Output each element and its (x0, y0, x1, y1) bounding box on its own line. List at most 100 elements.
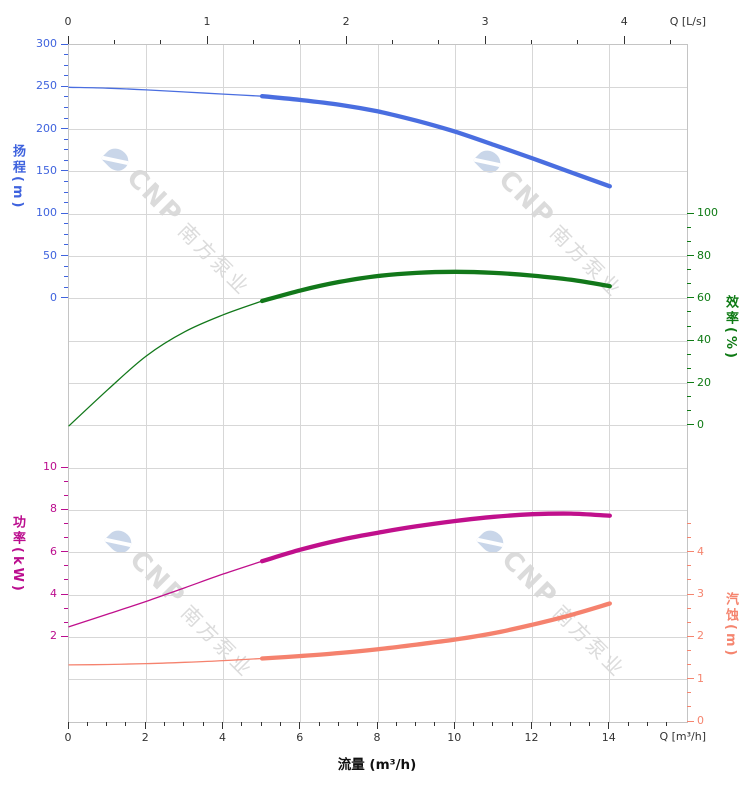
power-axis-tick-label: 2 (50, 629, 57, 643)
bottom-axis-tick (531, 722, 532, 729)
bottom-axis-tick-label: 6 (296, 731, 304, 744)
bottom-axis-minor-tick (260, 722, 262, 726)
head-axis-minor-tick (64, 159, 68, 161)
bottom-axis-minor-tick (395, 722, 397, 726)
top-axis-tick (206, 36, 208, 44)
bottom-axis-tick-label: 14 (601, 731, 616, 744)
bottom-axis-minor-tick (511, 722, 513, 726)
efficiency-axis-tick-label: 40 (697, 333, 711, 347)
power-axis-title: 功率(kW) (10, 515, 25, 594)
efficiency-axis-minor-tick (687, 283, 691, 285)
power-axis-minor-tick (64, 537, 68, 539)
gridline-horizontal (69, 213, 687, 215)
head-axis-title: 扬程(m) (10, 144, 25, 211)
bottom-axis-minor-tick (202, 722, 204, 726)
npsh-axis-tick-label: 1 (697, 671, 704, 685)
head-axis-minor-tick (64, 96, 68, 98)
efficiency-axis-tick (687, 382, 694, 383)
top-axis-minor-tick (577, 40, 579, 44)
gridline-horizontal (69, 129, 687, 131)
head-axis-minor-tick (64, 233, 68, 235)
head-axis-minor-tick (64, 117, 68, 119)
gridline-horizontal (69, 509, 687, 511)
bottom-axis-minor-tick (646, 722, 648, 726)
efficiency-axis-tick (687, 255, 694, 257)
gridline-horizontal (69, 86, 687, 88)
head-axis-minor-tick (64, 181, 68, 183)
bottom-axis-title: 流量 (m³/h) (337, 757, 417, 773)
top-axis-minor-tick (252, 40, 254, 44)
head-axis-minor-tick (64, 191, 68, 193)
bottom-axis-minor-tick (473, 722, 475, 726)
npsh-axis-minor-tick (687, 664, 691, 666)
efficiency-axis-minor-tick (687, 396, 691, 398)
bottom-axis-minor-tick (627, 722, 629, 726)
top-axis-tick (67, 36, 69, 44)
gridline-horizontal (69, 467, 687, 469)
curves-canvas (68, 86, 612, 666)
gridline-horizontal (69, 679, 687, 681)
bottom-axis-minor-tick (666, 722, 668, 726)
gridline-horizontal (69, 425, 687, 427)
bottom-axis-minor-tick (164, 722, 166, 726)
top-axis-minor-tick (530, 40, 532, 44)
power-axis-minor-tick (64, 494, 68, 496)
bottom-axis-minor-tick (183, 722, 185, 726)
top-axis-tick (484, 36, 486, 44)
power-curve (259, 511, 612, 564)
efficiency-axis-tick-label: 80 (697, 248, 711, 262)
efficiency-axis-tick-label: 100 (697, 206, 718, 220)
efficiency-axis-minor-tick (687, 311, 691, 313)
npsh-axis-tick (687, 720, 694, 722)
power-axis-minor-tick (64, 621, 68, 623)
power-axis-minor-tick (64, 579, 68, 581)
top-axis-tick-label: 3 (481, 15, 489, 28)
efficiency-axis-tick (687, 339, 694, 341)
head-axis-tick-label: 250 (36, 79, 57, 93)
bottom-axis-tick (67, 722, 69, 729)
head-axis-minor-tick (64, 202, 68, 204)
top-axis-tick (345, 36, 347, 44)
npsh-axis-minor-tick (687, 607, 691, 609)
gridline-horizontal (69, 552, 687, 554)
bottom-axis-minor-tick (415, 722, 417, 726)
power-axis-tick-label: 10 (43, 460, 57, 474)
head-axis-tick (61, 255, 68, 257)
bottom-axis-tick (608, 722, 610, 729)
npsh-axis-minor-tick (687, 537, 691, 539)
npsh-axis-minor-tick (687, 565, 691, 567)
npsh-axis-tick (687, 635, 694, 637)
head-axis-minor-tick (64, 75, 68, 77)
efficiency-axis-tick (687, 212, 694, 214)
efficiency-axis-tick-label: 20 (697, 375, 711, 389)
bottom-axis-minor-tick (279, 722, 281, 726)
gridline-horizontal (69, 340, 687, 342)
head-axis-tick-label: 50 (43, 248, 57, 262)
gridline-horizontal (69, 171, 687, 173)
efficiency-axis-minor-tick (687, 353, 691, 355)
bottom-axis-tick-label: 10 (447, 731, 462, 744)
gridline-horizontal (69, 594, 687, 596)
head-axis-minor-tick (64, 244, 68, 246)
top-axis-tick-label: 1 (203, 15, 211, 28)
npsh-curve (259, 601, 612, 661)
bottom-axis-tick-label: 8 (373, 731, 381, 744)
bottom-axis-minor-tick (588, 722, 590, 726)
power-axis-tick (61, 508, 68, 510)
head-axis-tick (61, 170, 68, 172)
power-axis-minor-tick (64, 565, 68, 567)
head-axis-tick (61, 85, 68, 87)
top-axis-minor-tick (113, 40, 115, 44)
head-axis-tick (61, 43, 68, 45)
head-axis-tick-label: 100 (36, 206, 57, 220)
npsh-axis-tick-label: 4 (697, 544, 704, 558)
power-axis-tick (61, 635, 68, 637)
efficiency-axis-minor-tick (687, 269, 691, 271)
top-axis-minor-tick (391, 40, 393, 44)
npsh-axis-minor-tick (687, 579, 691, 581)
bottom-axis-minor-tick (569, 722, 571, 726)
power-axis-tick (61, 593, 68, 595)
power-axis-minor-tick (64, 523, 68, 525)
efficiency-curve (259, 269, 612, 304)
top-axis-minor-tick (160, 40, 162, 44)
